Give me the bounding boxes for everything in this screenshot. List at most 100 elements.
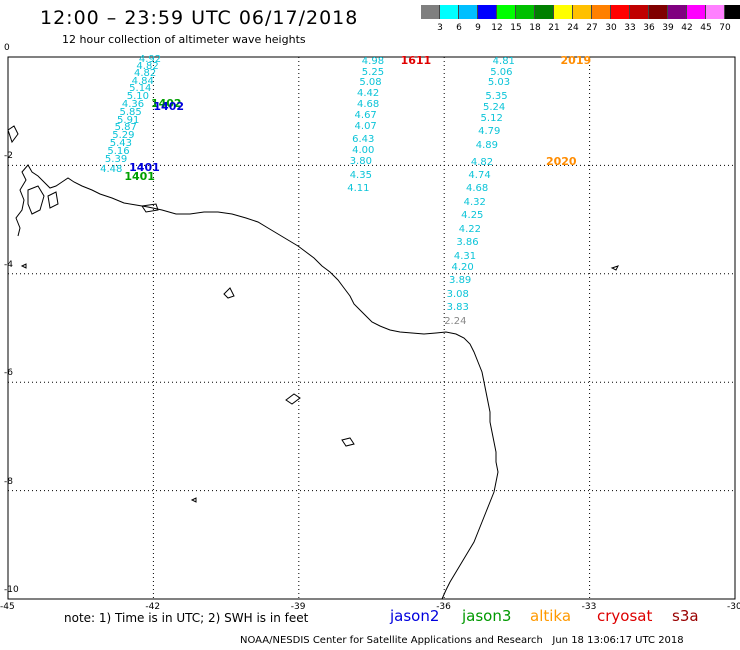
- wave-height-value: 4.89: [475, 139, 498, 151]
- island: [285, 393, 301, 405]
- color-scale-swatch: [668, 5, 687, 19]
- wave-height-value: 4.74: [468, 169, 491, 181]
- satellite-legend-altika: altika: [530, 607, 572, 625]
- x-tick-label: -45: [0, 602, 15, 612]
- color-scale-swatch: [478, 5, 497, 19]
- wave-height-value: 5.91: [117, 114, 140, 126]
- wave-height-value: 4.68: [356, 99, 380, 111]
- wave-height-value: 5.87: [114, 122, 137, 134]
- pass-time-label: 1401: [124, 170, 155, 184]
- y-tick-label: 0: [4, 43, 10, 53]
- wave-height-value: 4.48: [100, 164, 123, 176]
- y-tick-label: -10: [4, 585, 19, 595]
- island: [47, 191, 59, 209]
- pass-time-label: 2020: [545, 155, 577, 169]
- color-scale-label: 33: [624, 23, 636, 33]
- map-subtitle: 12 hour collection of altimeter wave hei…: [62, 33, 306, 46]
- wave-height-value: 4.79: [478, 126, 501, 138]
- wave-height-value: 4.25: [461, 210, 484, 222]
- wave-height-value: 4.81: [492, 55, 515, 67]
- color-scale-swatch: [592, 5, 611, 19]
- wave-height-value: 4.67: [354, 109, 377, 121]
- wave-height-value: 4.42: [356, 88, 380, 100]
- color-scale-label: 30: [605, 23, 617, 33]
- wave-height-value: 4.98: [361, 55, 385, 67]
- color-scale-label: 39: [662, 23, 674, 33]
- color-scale-swatch: [459, 5, 478, 19]
- color-scale-swatch: [687, 5, 706, 19]
- color-scale-label: 3: [437, 23, 443, 33]
- pass-time-label: 1402: [150, 96, 182, 110]
- color-scale-swatch: [725, 5, 740, 19]
- color-scale-swatch: [649, 5, 668, 19]
- x-tick-label: -39: [290, 602, 306, 612]
- wave-height-value: 5.10: [126, 90, 149, 102]
- y-tick-label: -6: [4, 368, 13, 379]
- wave-height-value: 4.11: [347, 183, 370, 195]
- satellite-legend-jason2: jason2: [390, 607, 440, 625]
- wave-height-value: 4.82: [136, 61, 159, 73]
- pass-time-label: 1402: [153, 99, 185, 113]
- x-tick-label: -42: [145, 602, 161, 612]
- wave-height-value: 4.20: [451, 261, 474, 273]
- color-scale-label: 24: [567, 23, 579, 33]
- color-scale-swatch: [630, 5, 649, 19]
- pass-time-label: 1611: [400, 53, 432, 67]
- wave-height-value: 4.32: [463, 196, 486, 208]
- island: [20, 263, 27, 269]
- wave-height-value: 3.83: [446, 302, 469, 314]
- wave-height-value: 5.85: [119, 107, 142, 119]
- wave-height-value: 4.82: [470, 157, 494, 169]
- island: [7, 125, 19, 144]
- color-scale-label: 70: [719, 23, 731, 33]
- x-tick-label: -36: [436, 602, 451, 612]
- color-scale-label: 9: [475, 23, 481, 33]
- wave-height-value: 6.43: [352, 134, 375, 146]
- wave-height-value: 4.35: [349, 169, 372, 181]
- wave-height-value: 4.84: [131, 75, 154, 87]
- island: [341, 437, 355, 447]
- color-scale-swatch: [497, 5, 516, 19]
- wave-height-value: 5.35: [485, 90, 508, 102]
- wave-height-value: 5.08: [359, 77, 382, 89]
- map-title: 12:00 – 23:59 UTC 06/17/2018: [40, 7, 359, 29]
- satellite-legend-cryosat: cryosat: [597, 607, 653, 625]
- wave-height-value: 5.29: [112, 129, 135, 141]
- pass-time-label: 1401: [129, 161, 160, 175]
- x-tick-label: -30: [727, 602, 740, 612]
- color-scale-swatch: [516, 5, 535, 19]
- wave-height-value: 4.00: [352, 145, 375, 157]
- map-footer: NOAA/NESDIS Center for Satellite Applica…: [240, 635, 684, 646]
- map-frame: [7, 56, 736, 600]
- color-scale-swatch: [421, 5, 440, 19]
- wave-height-value: 5.12: [480, 112, 503, 124]
- map-note: note: 1) Time is in UTC; 2) SWH is in fe…: [64, 611, 309, 625]
- pass-time-label: 2019: [560, 53, 592, 67]
- wave-height-value: 4.07: [354, 120, 377, 132]
- wave-height-value: 5.03: [487, 77, 511, 89]
- color-scale-label: 6: [456, 23, 462, 33]
- color-scale-swatch: [440, 5, 459, 19]
- wave-height-value: 4.36: [121, 99, 145, 111]
- color-scale-swatch: [706, 5, 725, 19]
- island: [27, 185, 45, 215]
- y-tick-label: -2: [4, 151, 13, 162]
- color-scale-swatch: [554, 5, 573, 19]
- color-scale-swatch: [573, 5, 592, 19]
- x-tick-label: -33: [581, 602, 597, 612]
- color-scale-label: 12: [491, 23, 503, 33]
- island: [141, 203, 159, 213]
- color-scale-swatch: [611, 5, 630, 19]
- wave-height-value: 2.24: [444, 315, 467, 327]
- satellite-legend-jason3: jason3: [462, 607, 512, 625]
- wave-height-value: 5.06: [490, 66, 513, 78]
- color-scale-label: 15: [510, 23, 522, 33]
- wave-height-value: 5.16: [107, 146, 130, 158]
- wave-height-value: 4.68: [466, 183, 489, 195]
- wave-height-value: 5.24: [482, 101, 506, 113]
- color-scale-label: 42: [681, 23, 693, 33]
- y-tick-label: -4: [4, 259, 13, 270]
- coastline: [15, 164, 499, 600]
- wave-height-value: 3.89: [449, 275, 472, 287]
